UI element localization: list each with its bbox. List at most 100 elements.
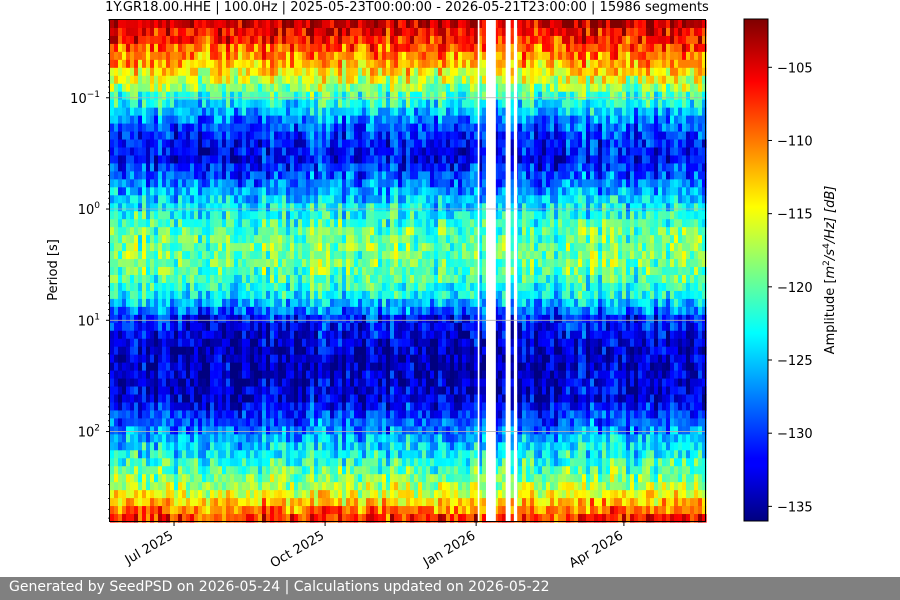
heatmap-cell xyxy=(422,51,427,61)
heatmap-cell xyxy=(190,386,195,396)
heatmap-cell xyxy=(346,20,351,29)
heatmap-cell xyxy=(282,139,287,149)
heatmap-cell xyxy=(390,59,395,69)
heatmap-cell xyxy=(334,187,339,196)
heatmap-cell xyxy=(330,67,335,77)
heatmap-cell xyxy=(302,402,307,412)
heatmap-cell xyxy=(122,91,127,101)
heatmap-cell xyxy=(154,43,159,53)
heatmap-cell xyxy=(170,43,175,53)
heatmap-cell xyxy=(318,322,323,332)
heatmap-cell xyxy=(258,362,263,372)
heatmap-cell xyxy=(138,251,143,260)
heatmap-cell xyxy=(162,243,167,252)
heatmap-cell xyxy=(170,59,175,69)
heatmap-cell xyxy=(382,75,387,85)
heatmap-cell xyxy=(242,442,247,451)
heatmap-cell xyxy=(130,51,135,61)
heatmap-cell xyxy=(166,243,171,252)
heatmap-cell xyxy=(394,498,399,507)
heatmap-cell xyxy=(138,259,143,268)
heatmap-cell xyxy=(238,75,243,85)
heatmap-cell xyxy=(234,267,239,276)
heatmap-cell xyxy=(374,514,379,523)
heatmap-cell xyxy=(422,426,427,435)
heatmap-cell xyxy=(214,378,219,388)
heatmap-cell xyxy=(318,394,323,404)
heatmap-cell xyxy=(246,20,251,29)
heatmap-cell xyxy=(114,362,119,372)
heatmap-cell xyxy=(270,378,275,388)
heatmap-cell xyxy=(330,298,335,308)
heatmap-cell xyxy=(414,482,419,491)
heatmap-cell xyxy=(318,179,323,188)
heatmap-cell xyxy=(386,274,391,284)
heatmap-cell xyxy=(334,298,339,308)
heatmap-cell xyxy=(358,203,363,212)
heatmap-cell xyxy=(274,290,279,300)
heatmap-cell xyxy=(134,362,139,372)
heatmap-cell xyxy=(374,466,379,475)
heatmap-cell xyxy=(298,434,303,443)
heatmap-cell xyxy=(230,298,235,308)
heatmap-cell xyxy=(238,442,243,451)
heatmap-cell xyxy=(302,235,307,244)
heatmap-cell xyxy=(326,131,331,141)
heatmap-cell xyxy=(190,442,195,451)
heatmap-cell xyxy=(386,450,391,459)
heatmap-cell xyxy=(130,187,135,196)
heatmap-cell xyxy=(142,490,147,499)
heatmap-cell xyxy=(302,482,307,491)
heatmap-cell xyxy=(158,282,163,292)
heatmap-cell xyxy=(138,346,143,356)
heatmap-cell xyxy=(182,123,187,133)
heatmap-cell xyxy=(354,211,359,220)
heatmap-cell xyxy=(370,139,375,149)
heatmap-cell xyxy=(182,354,187,364)
heatmap-cell xyxy=(150,35,155,45)
heatmap-cell xyxy=(422,43,427,53)
heatmap-cell xyxy=(342,195,347,204)
heatmap-cell xyxy=(370,306,375,316)
spectrogram-chart: 1Y.GR18.00.HHE | 100.0Hz | 2025-05-23T00… xyxy=(46,0,838,571)
heatmap-cell xyxy=(322,75,327,85)
heatmap-cell xyxy=(194,20,199,29)
heatmap-cell xyxy=(322,498,327,507)
heatmap-cell xyxy=(202,163,207,172)
heatmap-cell xyxy=(374,107,379,117)
heatmap-cell xyxy=(370,490,375,499)
heatmap-cell xyxy=(286,171,291,180)
heatmap-cell xyxy=(178,43,183,53)
heatmap-cell xyxy=(174,354,179,364)
heatmap-cell xyxy=(398,490,403,499)
heatmap-cell xyxy=(182,171,187,180)
heatmap-cell xyxy=(166,267,171,276)
heatmap-cell xyxy=(206,75,211,85)
heatmap-cell xyxy=(154,235,159,244)
heatmap-cell xyxy=(246,394,251,404)
heatmap-cell xyxy=(318,147,323,157)
heatmap-cell xyxy=(234,490,239,499)
heatmap-cell xyxy=(326,259,331,268)
heatmap-cell xyxy=(334,243,339,252)
heatmap-cell xyxy=(306,195,311,204)
heatmap-cell xyxy=(390,211,395,220)
heatmap-cell xyxy=(358,235,363,244)
heatmap-cell xyxy=(306,394,311,404)
heatmap-cell xyxy=(254,410,259,420)
heatmap-cell xyxy=(226,362,231,372)
heatmap-cell xyxy=(294,219,299,228)
heatmap-cell xyxy=(238,91,243,101)
heatmap-cell xyxy=(134,298,139,308)
heatmap-cell xyxy=(218,314,223,324)
heatmap-cell xyxy=(194,107,199,117)
heatmap-cell xyxy=(142,107,147,117)
heatmap-cell xyxy=(118,267,123,276)
heatmap-cell xyxy=(306,490,311,499)
heatmap-cell xyxy=(370,187,375,196)
heatmap-cell xyxy=(390,195,395,204)
heatmap-cell xyxy=(150,115,155,125)
heatmap-cell xyxy=(410,75,415,85)
heatmap-cell xyxy=(202,243,207,252)
heatmap-cell xyxy=(190,227,195,236)
